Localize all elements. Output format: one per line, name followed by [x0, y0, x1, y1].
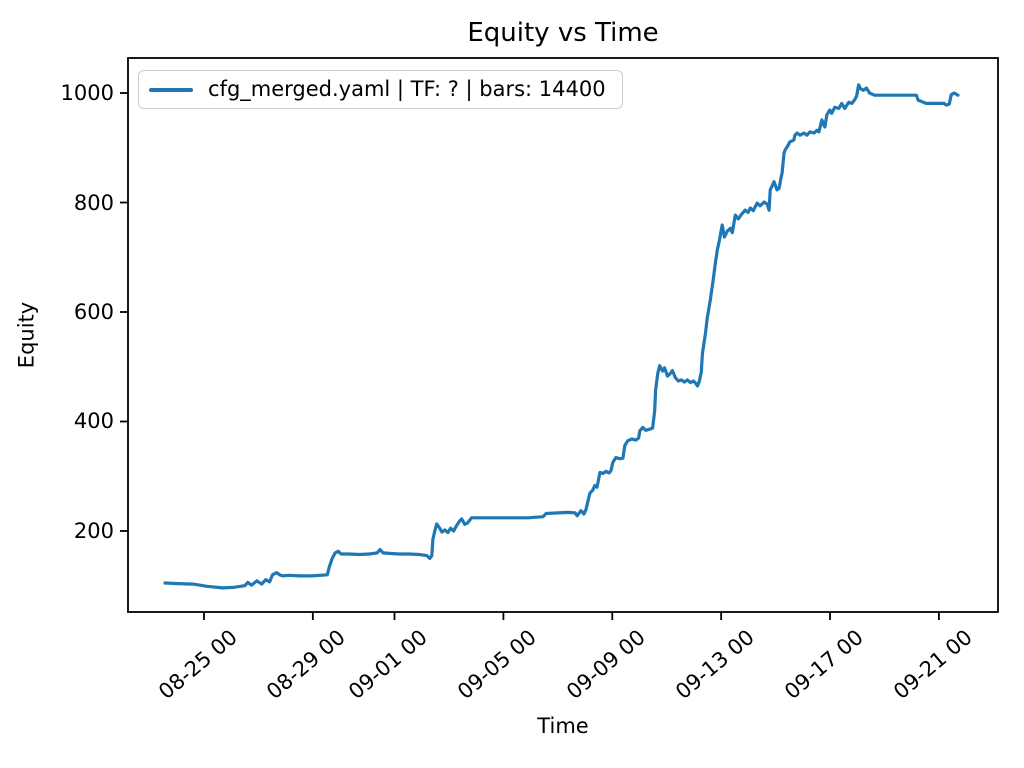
axes-spines	[127, 57, 999, 613]
y-tick-label: 800	[73, 190, 114, 215]
x-axis-label: Time	[537, 714, 589, 738]
y-tick-label: 600	[73, 300, 114, 324]
legend: cfg_merged.yaml | TF: ? | bars: 14400	[138, 70, 623, 109]
y-axis-label: Equity	[14, 301, 39, 369]
legend-line-swatch	[149, 87, 193, 92]
equity-curve-line	[163, 83, 960, 590]
y-tick-label: 400	[73, 409, 114, 434]
y-tick-label: 200	[73, 518, 114, 543]
legend-label: cfg_merged.yaml | TF: ? | bars: 14400	[208, 77, 606, 101]
chart-title: Equity vs Time	[467, 18, 659, 48]
y-tick-label: 1000	[60, 81, 114, 106]
